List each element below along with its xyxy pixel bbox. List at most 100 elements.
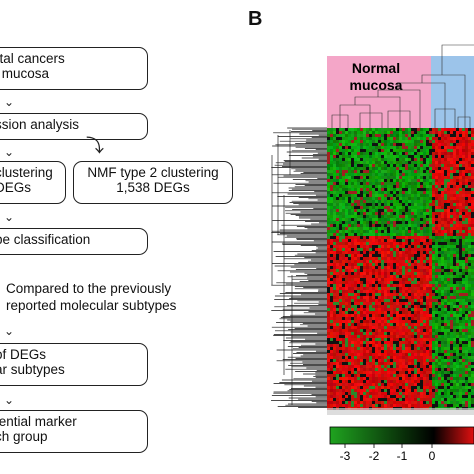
heatmap-cell [345, 353, 348, 356]
heatmap-cell [414, 290, 417, 293]
heatmap-cell [378, 404, 381, 407]
heatmap-cell [378, 164, 381, 167]
heatmap-cell [381, 401, 384, 404]
heatmap-cell [471, 179, 474, 182]
heatmap-cell [441, 143, 444, 146]
heatmap-cell [351, 179, 354, 182]
heatmap-cell [444, 272, 447, 275]
heatmap-cell [399, 293, 402, 296]
heatmap-cell [414, 215, 417, 218]
heatmap-cell [438, 305, 441, 308]
heatmap-cell [342, 137, 345, 140]
heatmap-cell [381, 329, 384, 332]
heatmap-cell [375, 371, 378, 374]
heatmap-cell [405, 128, 408, 131]
heatmap-cell [468, 350, 471, 353]
heatmap-cell [405, 305, 408, 308]
heatmap-cell [369, 377, 372, 380]
heatmap-cell [465, 299, 468, 302]
heatmap-cell [420, 227, 423, 230]
heatmap-cell [399, 320, 402, 323]
heatmap-cell [357, 290, 360, 293]
heatmap-cell [426, 158, 429, 161]
heatmap-cell [375, 137, 378, 140]
heatmap-cell [402, 278, 405, 281]
heatmap-cell [381, 338, 384, 341]
heatmap-cell [360, 257, 363, 260]
heatmap-cell [450, 203, 453, 206]
heatmap-cell [396, 245, 399, 248]
heatmap-cell [402, 188, 405, 191]
heatmap-cell [360, 251, 363, 254]
heatmap-cell [432, 143, 435, 146]
heatmap-cell [363, 263, 366, 266]
heatmap-cell [399, 185, 402, 188]
heatmap-cell [429, 323, 432, 326]
heatmap-cell [414, 245, 417, 248]
heatmap-cell [426, 179, 429, 182]
heatmap-cell [393, 362, 396, 365]
heatmap-cell [363, 233, 366, 236]
heatmap-cell [411, 290, 414, 293]
heatmap-cell [369, 263, 372, 266]
heatmap-cell [435, 173, 438, 176]
heatmap-cell [402, 338, 405, 341]
heatmap-cell [429, 398, 432, 401]
heatmap-cell [336, 200, 339, 203]
heatmap-cell [417, 266, 420, 269]
heatmap-cell [375, 347, 378, 350]
color-scale-tick-label: 0 [429, 449, 436, 463]
heatmap-cell [375, 209, 378, 212]
heatmap-cell [336, 353, 339, 356]
heatmap-cell [354, 260, 357, 263]
heatmap-cell [411, 311, 414, 314]
heatmap-cell [456, 389, 459, 392]
heatmap-cell [396, 380, 399, 383]
heatmap-cell [405, 365, 408, 368]
heatmap-cell [438, 329, 441, 332]
heatmap-cell [381, 206, 384, 209]
heatmap-cell [345, 389, 348, 392]
heatmap-cell [390, 149, 393, 152]
heatmap-cell [351, 209, 354, 212]
heatmap-cell [417, 341, 420, 344]
heatmap-cell [414, 254, 417, 257]
heatmap-cell [369, 158, 372, 161]
heatmap-cell [384, 371, 387, 374]
heatmap-cell [384, 149, 387, 152]
heatmap-cell [333, 215, 336, 218]
heatmap-cell [456, 149, 459, 152]
heatmap-cell [417, 245, 420, 248]
heatmap-cell [381, 353, 384, 356]
heatmap-cell [414, 197, 417, 200]
heatmap-cell [336, 320, 339, 323]
heatmap-cell [444, 326, 447, 329]
heatmap-cell [333, 200, 336, 203]
heatmap-cell [414, 335, 417, 338]
heatmap-cell [384, 377, 387, 380]
heatmap-cell [447, 242, 450, 245]
heatmap-cell [375, 329, 378, 332]
heatmap-cell [327, 380, 330, 383]
heatmap-cell [438, 374, 441, 377]
heatmap-cell [336, 305, 339, 308]
heatmap-cell [375, 290, 378, 293]
heatmap-cell [339, 404, 342, 407]
heatmap-cell [444, 290, 447, 293]
heatmap-cell [414, 257, 417, 260]
heatmap-cell [381, 218, 384, 221]
heatmap-cell [429, 317, 432, 320]
heatmap-cell [465, 143, 468, 146]
heatmap-cell [327, 395, 330, 398]
heatmap-cell [459, 386, 462, 389]
heatmap-cell [369, 206, 372, 209]
heatmap-cell [387, 152, 390, 155]
heatmap-cell [435, 197, 438, 200]
heatmap-cell [330, 278, 333, 281]
heatmap-cell [333, 275, 336, 278]
heatmap-cell [333, 152, 336, 155]
heatmap-cell [339, 359, 342, 362]
heatmap-cell [393, 404, 396, 407]
heatmap-cell [438, 350, 441, 353]
heatmap-cell [381, 179, 384, 182]
